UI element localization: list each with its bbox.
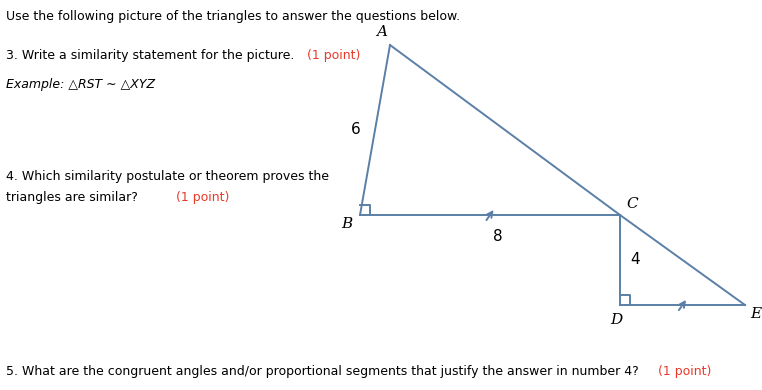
Text: B: B bbox=[341, 217, 352, 231]
Text: 4: 4 bbox=[630, 252, 639, 268]
Text: 5. What are the congruent angles and/or proportional segments that justify the a: 5. What are the congruent angles and/or … bbox=[6, 365, 643, 378]
Text: E: E bbox=[750, 307, 761, 321]
Text: C: C bbox=[626, 197, 638, 211]
Text: triangles are similar?: triangles are similar? bbox=[6, 191, 142, 204]
Text: Use the following picture of the triangles to answer the questions below.: Use the following picture of the triangl… bbox=[6, 10, 460, 23]
Text: (1 point): (1 point) bbox=[176, 191, 229, 204]
Text: D: D bbox=[610, 313, 622, 327]
Text: (1 point): (1 point) bbox=[658, 365, 712, 378]
Text: 3. Write a similarity statement for the picture.: 3. Write a similarity statement for the … bbox=[6, 49, 299, 62]
Text: 6: 6 bbox=[351, 122, 361, 138]
Text: 8: 8 bbox=[493, 229, 503, 244]
Text: A: A bbox=[376, 25, 387, 39]
Text: Example: △RST ∼ △XYZ: Example: △RST ∼ △XYZ bbox=[6, 78, 155, 91]
Text: 4. Which similarity postulate or theorem proves the: 4. Which similarity postulate or theorem… bbox=[6, 170, 329, 183]
Text: (1 point): (1 point) bbox=[307, 49, 360, 62]
